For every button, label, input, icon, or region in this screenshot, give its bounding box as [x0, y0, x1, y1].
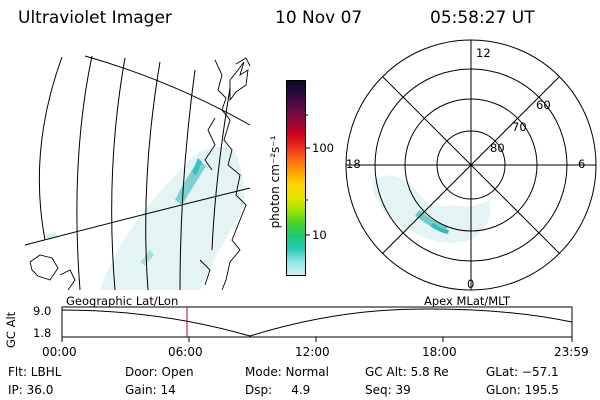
lat-lon-grid — [24, 55, 251, 291]
coastline — [29, 57, 251, 291]
timeline-xtick-1800: 18:00 — [422, 345, 457, 359]
status-gain: Gain: 14 — [125, 383, 176, 397]
status-glat: GLat: −57.1 — [486, 365, 559, 379]
colorbar-tick-100: 100 — [312, 141, 334, 155]
lat-label-80: 80 — [490, 141, 505, 155]
status-glon: GLon: 195.5 — [486, 383, 559, 397]
date-label: 10 Nov 07 — [275, 8, 363, 28]
status-seq: Seq: 39 — [365, 383, 411, 397]
mlt-label-12: 12 — [476, 46, 491, 60]
timeline-xtick-2359: 23:59 — [554, 345, 589, 359]
lat-label-70: 70 — [512, 120, 527, 134]
time-label: 05:58:27 UT — [430, 8, 535, 28]
status-filter: Flt: LBHL — [8, 365, 62, 379]
timeline-ytick-9: 9.0 — [33, 304, 52, 318]
mlt-label-6: 6 — [578, 157, 586, 171]
auroral-emission-polar — [372, 175, 491, 243]
status-door: Door: Open — [125, 365, 194, 379]
lat-label-60: 60 — [536, 98, 551, 112]
polar-grid — [345, 39, 597, 291]
timeline-left-label: Geographic Lat/Lon — [66, 294, 179, 308]
status-ip: IP: 36.0 — [8, 383, 54, 397]
colorbar-tick-10: 10 — [312, 228, 327, 242]
timeline-xtick-0000: 00:00 — [42, 345, 77, 359]
status-gc-alt: GC Alt: 5.8 Re — [365, 365, 449, 379]
timeline-xtick-0600: 06:00 — [168, 345, 203, 359]
mlt-label-0: 0 — [467, 277, 475, 291]
timeline-right-label: Apex MLat/MLT — [424, 294, 511, 308]
instrument-title: Ultraviolet Imager — [18, 8, 172, 28]
status-dsp: Dsp: 4.9 — [245, 383, 311, 397]
mlt-label-18: 18 — [346, 157, 361, 171]
colorbar — [286, 80, 306, 276]
timeline-yaxis-title: GC Alt — [4, 311, 18, 348]
timeline-xtick-1200: 12:00 — [295, 345, 330, 359]
timeline-ytick-1-8: 1.8 — [33, 326, 52, 340]
status-mode: Mode: Normal — [245, 365, 329, 379]
